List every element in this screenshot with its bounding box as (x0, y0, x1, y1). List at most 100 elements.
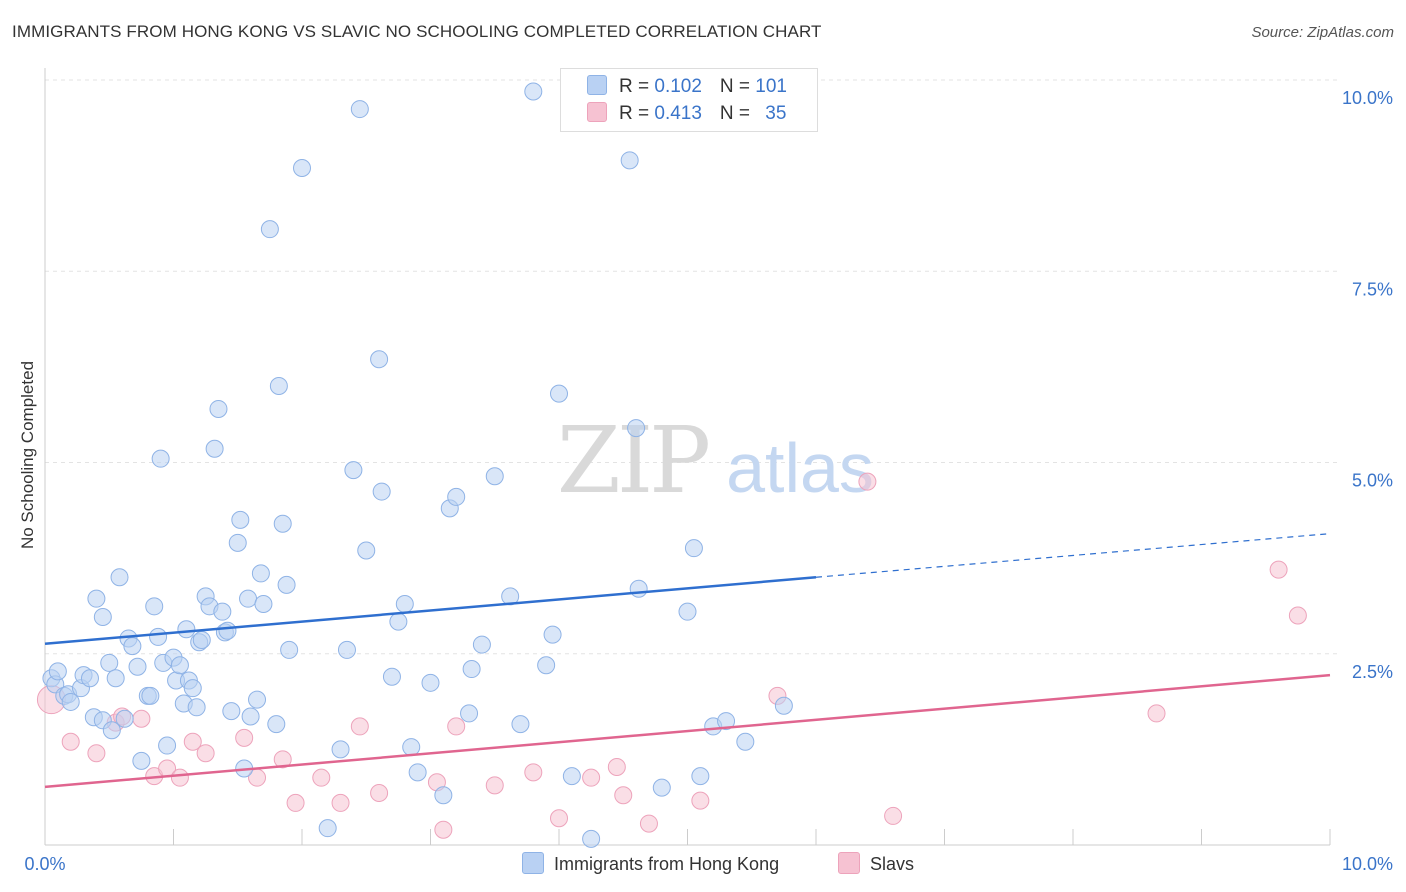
trend-lines (44, 533, 1331, 789)
hong-kong-point (627, 419, 646, 438)
slavs-point (286, 793, 305, 812)
hong-kong-point (344, 461, 363, 480)
hong-kong-point (145, 597, 164, 616)
x-tick-label: 0.0% (24, 854, 65, 874)
hong-kong-point (93, 608, 112, 627)
slavs-point (1288, 606, 1307, 625)
hong-kong-point (678, 602, 697, 621)
chart-title: IMMIGRANTS FROM HONG KONG VS SLAVIC NO S… (12, 22, 822, 41)
hong-kong-point (543, 625, 562, 644)
hong-kong-point (550, 384, 568, 403)
slavs-point (550, 809, 568, 828)
grid-lines (45, 79, 1338, 655)
slavs-point (524, 763, 543, 782)
legend-r-label: R = (619, 76, 655, 97)
hong-kong-point (228, 533, 247, 552)
hong-kong-point (382, 667, 401, 686)
hong-kong-point (280, 640, 299, 659)
hong-kong-point (231, 510, 250, 529)
bottom-legend-swatch-slavs (838, 852, 860, 874)
slavs-point (447, 717, 466, 736)
hong-kong-point (277, 575, 296, 594)
slavs-points (36, 472, 1307, 839)
hong-kong-point (524, 82, 543, 101)
legend-swatch-slavs (587, 102, 607, 122)
slavs-point (170, 768, 189, 787)
hong-kong-point (218, 621, 237, 640)
hong-kong-point (652, 778, 671, 797)
tick-labels: 2.5% 5.0% 7.5% 10.0% 0.0% 10.0% (24, 88, 1393, 874)
slavs-trend-line (44, 673, 1331, 789)
slavs-point (350, 717, 369, 736)
legend-n-value: 101 (755, 76, 787, 97)
hong-kong-point (337, 640, 356, 659)
legend-r-value: 0.413 (654, 103, 702, 124)
slavs-point (1269, 560, 1288, 579)
source-label: Source: ZipAtlas.com (1251, 24, 1394, 41)
slavs-point (132, 709, 151, 728)
slavs-point (858, 472, 877, 491)
y-tick-label: 2.5% (1352, 662, 1393, 682)
hong-kong-point (537, 656, 556, 675)
hong-kong-point (177, 620, 196, 639)
watermark: ZIP atlas (557, 407, 874, 514)
hong-kong-point (684, 539, 703, 558)
hong-kong-point (318, 819, 337, 838)
hong-kong-point (434, 786, 453, 805)
slavs-point (370, 783, 389, 802)
hong-kong-point (209, 399, 228, 418)
hong-kong-point (485, 467, 504, 486)
slavs-point (235, 728, 254, 747)
hong-kong-point (251, 564, 270, 583)
hong-kong-point (123, 637, 142, 656)
hong-kong-point (128, 657, 147, 676)
slavs-point (485, 776, 504, 795)
y-tick-label: 10.0% (1342, 88, 1393, 108)
hong-kong-point (511, 715, 530, 734)
hong-kong-points (42, 82, 793, 848)
slavs-point (607, 757, 626, 776)
bottom-legend-swatch-hong-kong (522, 852, 544, 874)
slavs-point (1147, 704, 1166, 723)
hong-kong-trend-line (44, 576, 817, 646)
hong-kong-point (331, 740, 350, 759)
slavs-point (614, 786, 633, 805)
correlation-legend: R = 0.102 N = 101 R = 0.413 N = 35 (560, 68, 818, 132)
hong-kong-point (582, 829, 601, 848)
legend-r-label: R = (619, 103, 655, 124)
hong-kong-point (149, 627, 168, 646)
hong-kong-point (402, 738, 421, 757)
hong-kong-trend-extension (815, 533, 1331, 578)
hong-kong-point (222, 702, 241, 721)
slavs-point (691, 791, 710, 810)
bottom-legend-label-hong-kong: Immigrants from Hong Kong (554, 854, 780, 874)
bottom-legend-hong-kong: Immigrants from Hong Kong (522, 852, 779, 875)
slavs-point (884, 806, 903, 825)
hong-kong-point (170, 656, 189, 675)
hong-kong-point (205, 439, 224, 458)
legend-row-slavs: R = 0.413 N = 35 (587, 102, 786, 126)
hong-kong-point (269, 377, 288, 395)
hong-kong-point (629, 579, 648, 598)
x-tick-label: 10.0% (1342, 854, 1393, 874)
legend-n-label: N = (719, 76, 756, 97)
hong-kong-point (241, 707, 260, 726)
hong-kong-point (187, 698, 206, 717)
hong-kong-point (102, 721, 121, 740)
hong-kong-point (736, 732, 755, 751)
bottom-legend-label-slavs: Slavs (870, 854, 915, 874)
hong-kong-point (141, 686, 160, 705)
slavs-point (61, 732, 80, 751)
hong-kong-point (48, 662, 67, 681)
watermark-atlas: atlas (726, 429, 874, 507)
hong-kong-point (370, 350, 389, 369)
hong-kong-point (395, 595, 414, 614)
hong-kong-point (350, 100, 369, 119)
hong-kong-point (408, 763, 427, 782)
hong-kong-point (87, 589, 106, 608)
legend-n-label: N = (719, 103, 756, 124)
y-tick-label: 7.5% (1352, 279, 1393, 299)
slavs-point (639, 814, 658, 833)
hong-kong-point (620, 151, 639, 170)
